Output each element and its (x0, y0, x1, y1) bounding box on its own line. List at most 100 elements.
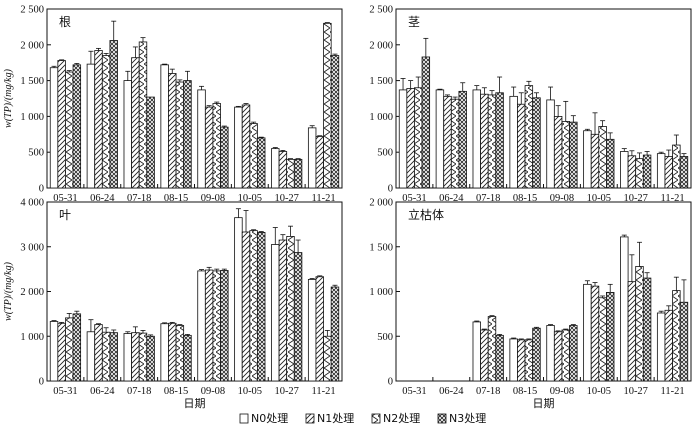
legend-label: N0处理 (251, 412, 288, 425)
bar (249, 123, 258, 189)
bar (257, 232, 266, 382)
bar (241, 231, 251, 382)
bar (109, 40, 118, 189)
x-tick-label: 09-08 (550, 386, 575, 397)
bar (138, 41, 148, 189)
y-tick-label: 1 000 (369, 287, 393, 298)
y-tick-label: 2 500 (369, 5, 393, 16)
bar (517, 339, 526, 382)
y-tick-label: 500 (377, 332, 393, 343)
y-tick-label: 2 000 (20, 287, 44, 298)
bar (606, 138, 615, 189)
panel-stems: 0 500 1 000 1 500 2 000 2 500 05-31 06-24 07-18 0… (369, 5, 692, 204)
bar (278, 151, 288, 189)
bar (286, 236, 295, 382)
bar (553, 331, 563, 382)
legend-swatch (437, 413, 447, 424)
bar (679, 156, 689, 189)
bar (271, 148, 280, 189)
bar (414, 87, 423, 189)
legend-swatch (239, 413, 249, 424)
bar (65, 71, 74, 189)
bar (330, 286, 340, 382)
bar (642, 154, 652, 189)
x-tick-label: 06-24 (439, 386, 464, 397)
x-tick-label: 07-18 (127, 386, 152, 397)
y-axis-label: w(TP)/(mg/kg) (3, 68, 14, 128)
bar (590, 285, 600, 382)
bar (323, 22, 332, 189)
bar (664, 156, 673, 189)
bar (101, 55, 111, 189)
x-tick-label: 08-15 (513, 193, 538, 204)
bar (406, 88, 415, 189)
bar (590, 133, 600, 189)
bar (57, 60, 66, 189)
bar (220, 270, 229, 382)
bar (561, 329, 570, 382)
bar (398, 89, 408, 189)
panel-title: 茎 (408, 15, 420, 29)
bar (664, 309, 673, 382)
x-tick-label: 08-15 (513, 386, 538, 397)
bar (286, 158, 295, 189)
bar (458, 90, 467, 189)
bar (509, 338, 518, 382)
bar (546, 99, 555, 189)
legend-label: N3处理 (449, 412, 486, 425)
legend-label: N2处理 (383, 412, 420, 425)
legend-swatch (371, 413, 381, 424)
bar (480, 329, 489, 382)
bar (620, 151, 629, 189)
bar (293, 252, 303, 382)
bar (257, 137, 266, 189)
y-tick-label: 2 000 (369, 40, 393, 51)
y-tick-label: 1 000 (20, 332, 44, 343)
bar (435, 89, 445, 189)
bar (49, 67, 59, 189)
bar (546, 325, 555, 382)
bar (672, 144, 681, 189)
bar (679, 301, 689, 382)
bar (598, 297, 607, 382)
bar (532, 327, 541, 382)
panel-title: 根 (59, 15, 71, 29)
y-tick-label: 1 500 (369, 76, 393, 87)
bar (168, 73, 177, 189)
bar (517, 103, 526, 189)
bar (197, 89, 206, 189)
bar (241, 104, 251, 189)
x-tick-label: 11-21 (312, 193, 336, 204)
bar (197, 270, 206, 382)
bar (131, 332, 140, 382)
x-tick-label: 10-05 (587, 193, 612, 204)
y-tick-label: 1 000 (20, 112, 44, 123)
y-tick-label: 4 000 (20, 198, 44, 209)
bar (183, 80, 192, 189)
bar (123, 80, 132, 189)
bar (553, 116, 563, 189)
y-tick-label: 1 500 (369, 242, 393, 253)
bar (635, 266, 644, 382)
bar (146, 96, 155, 189)
bar (72, 313, 82, 382)
bar (583, 283, 592, 382)
x-tick-label: 10-05 (238, 193, 263, 204)
x-tick-label: 08-15 (164, 386, 189, 397)
x-tick-label: 10-27 (274, 386, 299, 397)
x-tick-label: 05-31 (53, 386, 78, 397)
x-tick-label: 08-15 (164, 193, 189, 204)
bar (86, 331, 96, 382)
y-tick-label: 0 (388, 184, 393, 195)
panel-leaves: 0 1 000 2 000 3 000 4 000 05-31 06-24 07-18 08-1… (3, 198, 343, 410)
bar (204, 269, 214, 382)
bar (168, 322, 177, 382)
bar (86, 63, 96, 189)
x-tick-label: 06-24 (439, 193, 464, 204)
x-tick-label: 09-08 (201, 193, 226, 204)
panel-title: 叶 (59, 208, 71, 222)
bar (175, 325, 185, 382)
bar (487, 316, 497, 382)
bar (94, 324, 103, 382)
